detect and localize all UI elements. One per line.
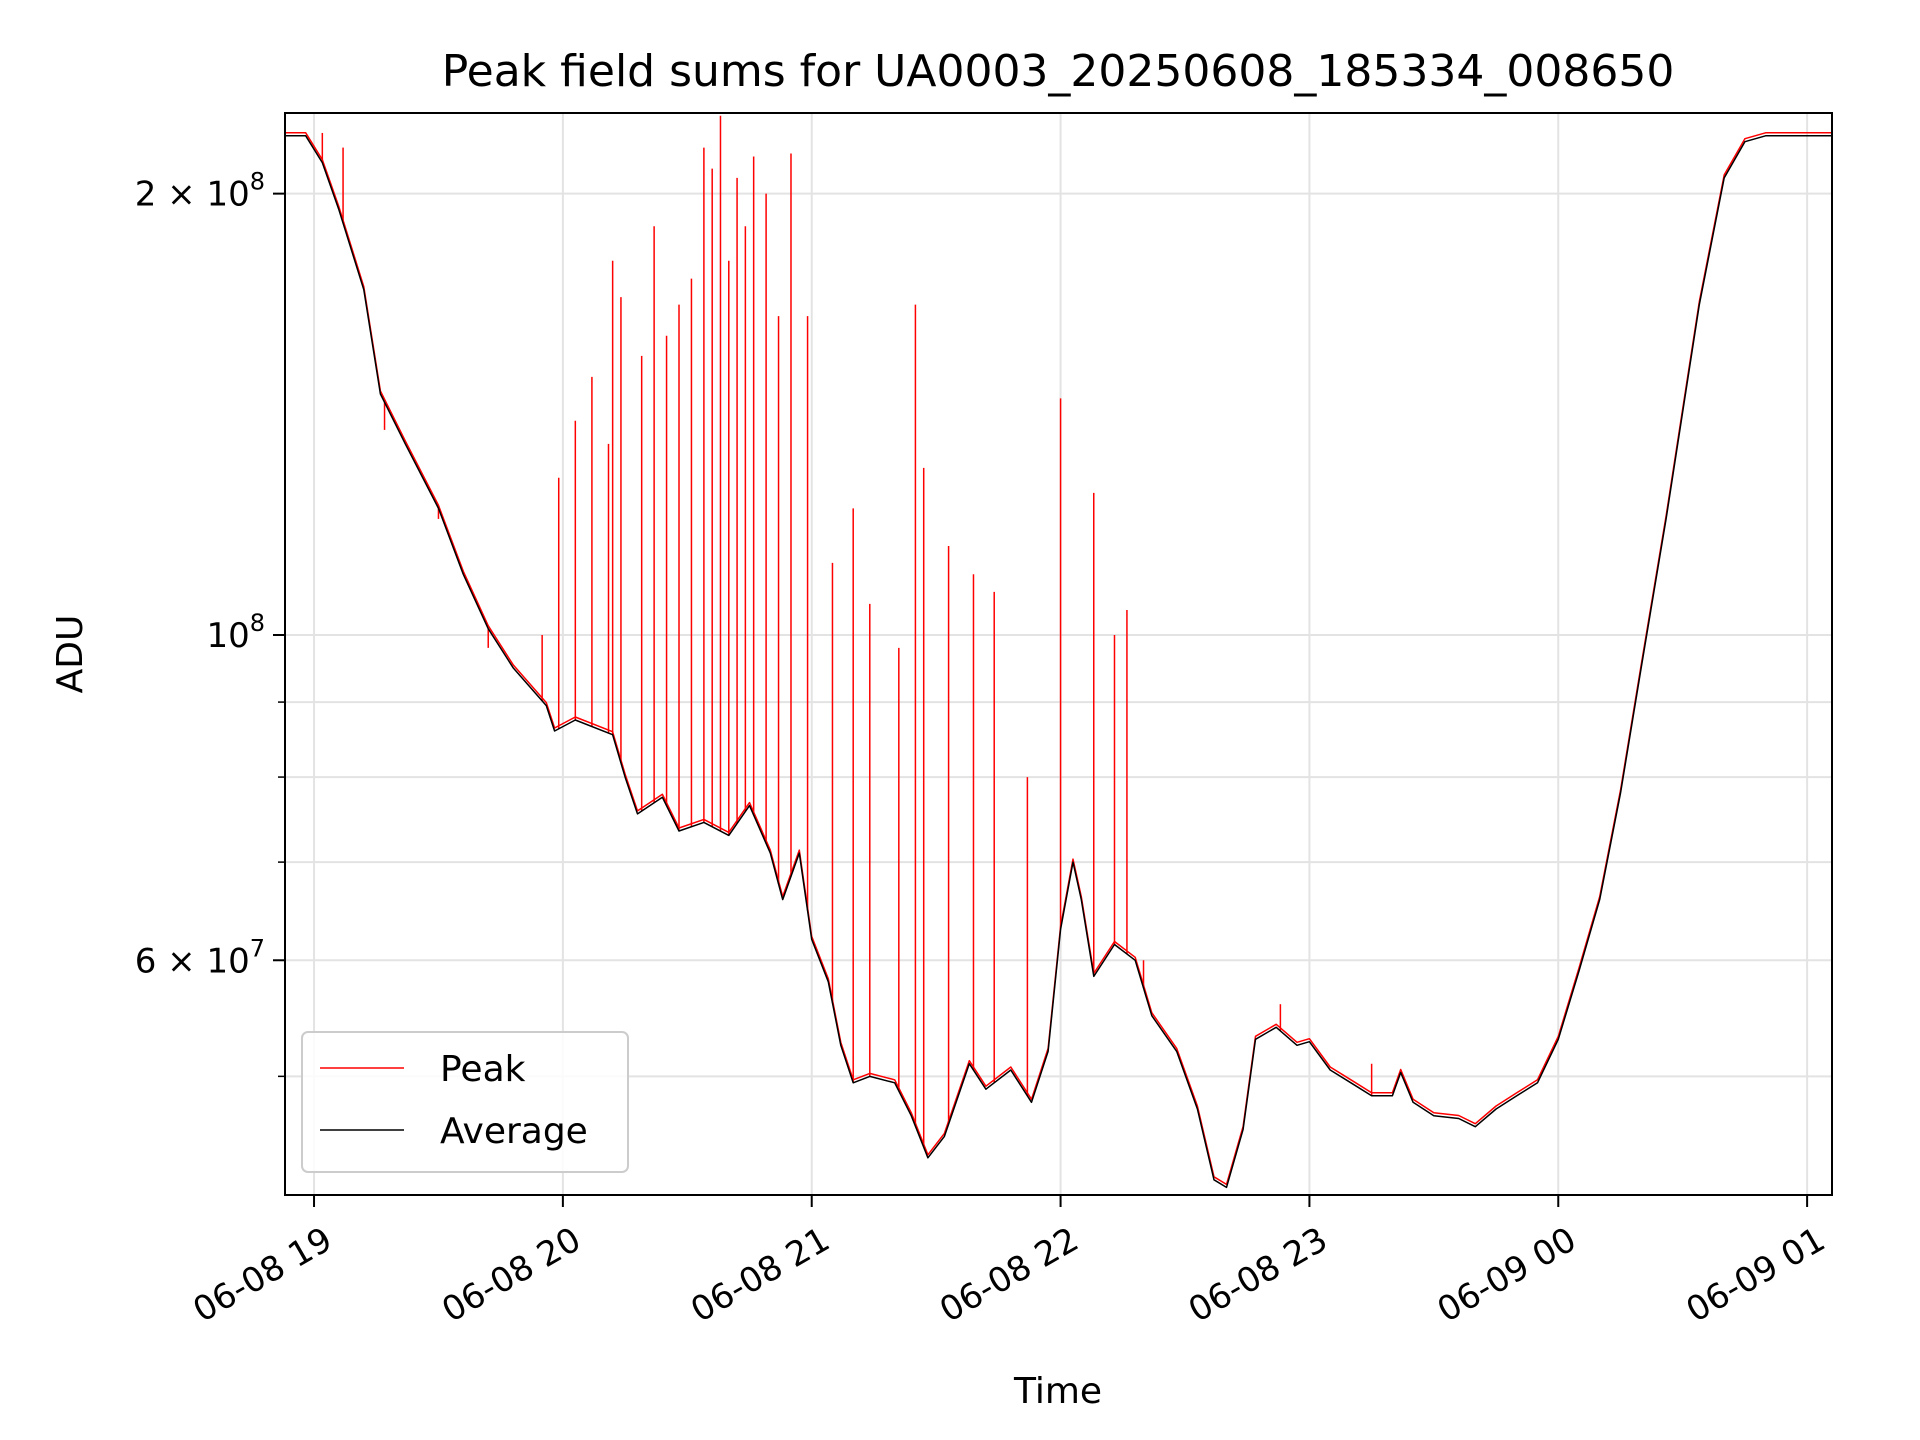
x-tick-label: 06-08 20 [435,1220,587,1331]
y-axis: 6 × 107 108 2 × 108 [135,168,285,1078]
x-axis-label: Time [1013,1371,1102,1412]
y-tick-label: 2 × 108 [135,168,265,215]
legend: Peak Average [301,1031,629,1173]
legend-peak-label: Peak [440,1049,526,1090]
y-tick-label: 6 × 107 [135,934,265,981]
plot-area [285,115,1832,1189]
x-tick-label: 06-08 21 [684,1220,836,1331]
x-tick-label: 06-08 22 [933,1220,1085,1331]
peak-series [285,115,1832,1186]
plot-frame [284,112,1833,1196]
y-tick-label: 108 [206,609,265,656]
legend-box [301,1031,629,1173]
average-series [285,135,1832,1189]
peak-line [285,132,1832,1186]
y-axis-label: ADU [50,615,91,694]
x-axis: 06-08 19 06-08 20 06-08 21 06-08 22 06-08 23… [187,1195,1832,1331]
x-tick-label: 06-09 00 [1431,1220,1583,1331]
legend-average-label: Average [440,1111,588,1152]
x-tick-label: 06-08 19 [187,1220,339,1331]
x-tick-label: 06-08 23 [1182,1220,1334,1331]
chart-title: Peak field sums for UA0003_20250608_1853… [442,46,1675,97]
average-line [285,135,1832,1189]
x-tick-label: 06-09 01 [1680,1220,1832,1331]
